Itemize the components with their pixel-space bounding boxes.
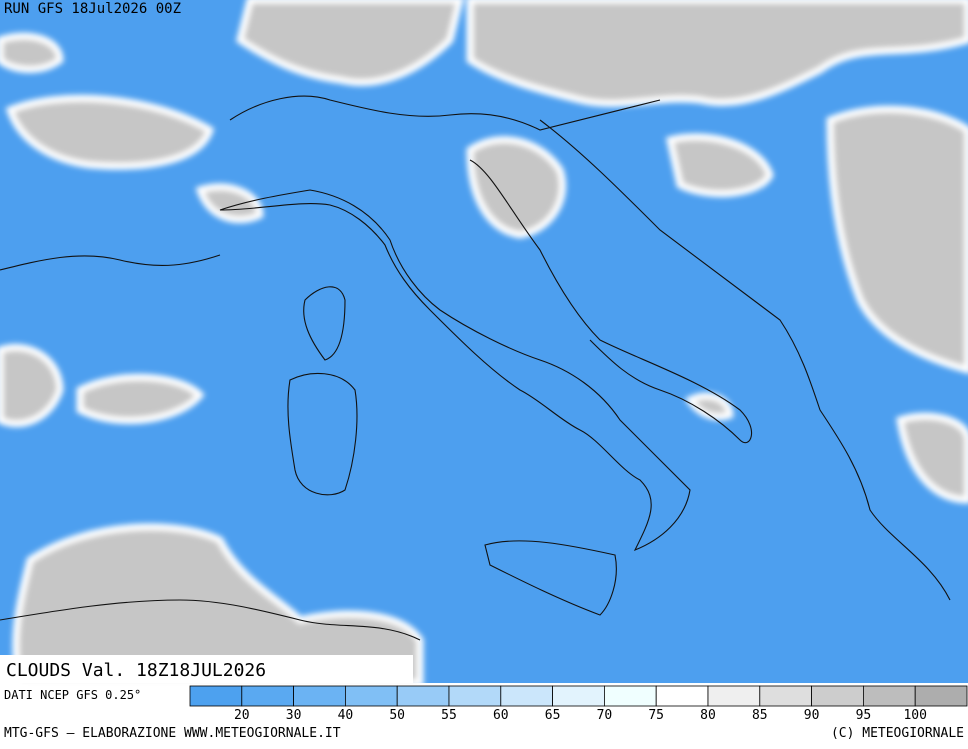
colorbar-label: 95: [856, 708, 872, 723]
colorbar-swatch: [655, 685, 709, 707]
colorbar-swatch: [189, 685, 243, 707]
coastlines: [0, 95, 951, 641]
colorbar-swatch: [863, 685, 916, 707]
colorbar-label: 70: [597, 708, 613, 723]
colorbar-label: 100: [903, 708, 926, 723]
colorbar-label: 50: [389, 708, 405, 723]
panel-title-box: [0, 655, 413, 683]
colorbar-swatch: [241, 685, 295, 707]
colorbar-swatch: [914, 685, 968, 707]
colorbar-swatch: [811, 685, 864, 707]
colorbar-swatch: [344, 685, 398, 707]
colorbar-swatch: [552, 685, 605, 707]
colorbar-label: 65: [545, 708, 561, 723]
colorbar-label: 90: [804, 708, 820, 723]
colorbar-swatch: [448, 685, 502, 707]
cloud-areas: [0, 0, 968, 687]
colorbar: 20 30 40 50 55 60 65 70 75 80 85 90 95 100: [189, 685, 968, 723]
colorbar-swatch: [759, 685, 812, 707]
footer-left: MTG-GFS — ELABORAZIONE WWW.METEOGIORNALE…: [4, 726, 341, 741]
colorbar-swatch: [604, 685, 657, 707]
colorbar-swatch: [396, 685, 450, 707]
colorbar-swatch: [707, 685, 761, 707]
colorbar-swatch: [293, 685, 346, 707]
colorbar-label: 30: [286, 708, 302, 723]
panel-title: CLOUDS Val. 18Z18JUL2026: [6, 660, 266, 681]
colorbar-label: 40: [338, 708, 354, 723]
colorbar-label: 60: [493, 708, 509, 723]
colorbar-label: 75: [648, 708, 664, 723]
source-label: DATI NCEP GFS 0.25°: [4, 688, 141, 702]
footer-right: (C) METEOGIORNALE: [831, 726, 964, 741]
colorbar-label: 20: [234, 708, 250, 723]
colorbar-label: 85: [752, 708, 768, 723]
colorbar-swatch: [500, 685, 553, 707]
run-label: RUN GFS 18Jul2026 00Z: [4, 1, 181, 17]
colorbar-label: 55: [441, 708, 457, 723]
colorbar-label: 80: [700, 708, 716, 723]
